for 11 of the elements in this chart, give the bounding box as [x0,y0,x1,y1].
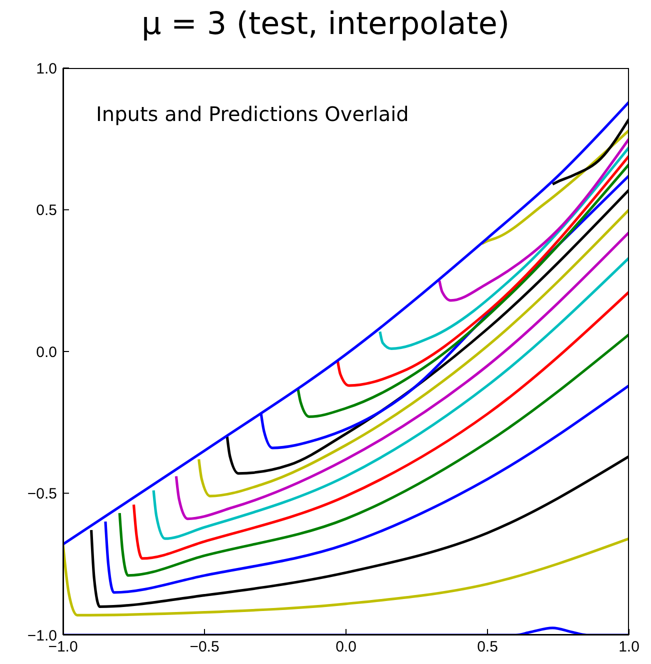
y-tick-label: −1.0 [27,627,57,644]
x-tick-label: 1.0 [618,638,640,656]
y-tick-label: 1.0 [36,60,57,78]
y-tick-label: −0.5 [27,486,57,503]
chart-title: μ = 3 (test, interpolate) [140,6,511,42]
y-tick-label: 0.5 [36,202,57,220]
x-tick-label: 0.5 [477,638,498,656]
x-tick-label: −0.5 [190,638,220,656]
x-tick-label: 0.0 [336,638,356,656]
annotation: Inputs and Predictions Overlaid [96,102,409,126]
y-tick-label: 0.0 [36,344,57,361]
